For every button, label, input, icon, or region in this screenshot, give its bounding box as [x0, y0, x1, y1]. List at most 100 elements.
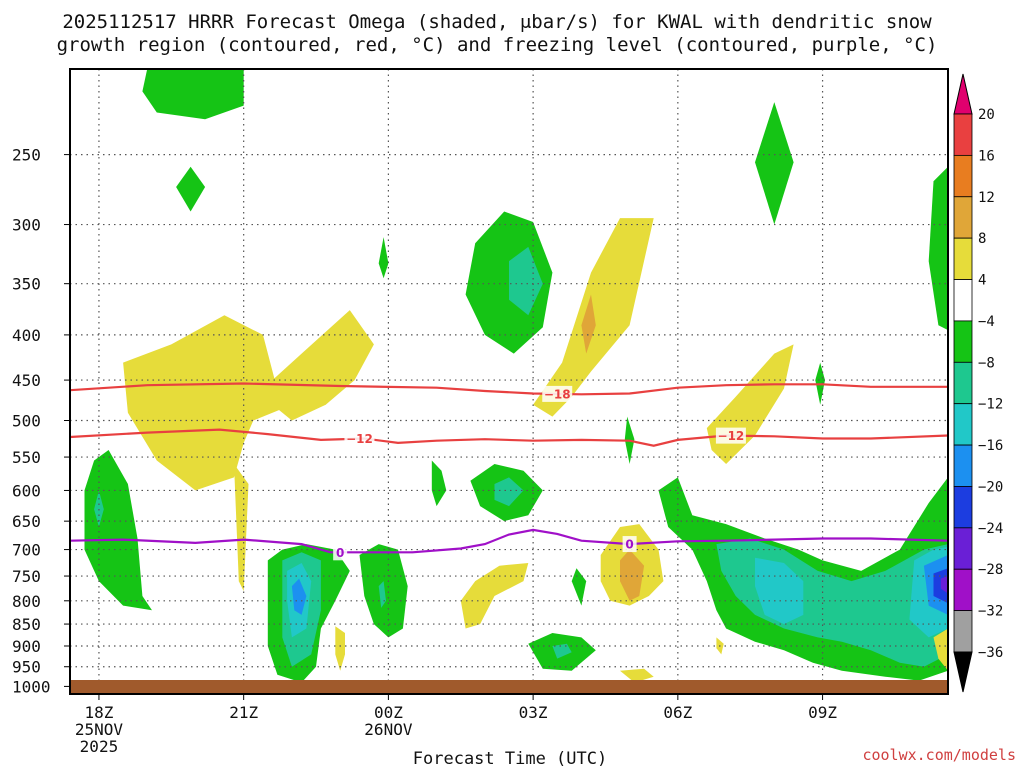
- colorbar-bin-16-to-20: [953, 113, 973, 156]
- y-tick-label-750: 750: [12, 567, 41, 586]
- contour-zero-contour: [70, 528, 948, 554]
- x-tick-date-26NOV: 26NOV: [364, 720, 413, 739]
- omega-region-teal-left-bottom: [94, 490, 104, 527]
- colorbar-bin--28-to--24: [953, 527, 973, 570]
- omega-region-yellow-small-950: [620, 668, 654, 683]
- colorbar-bin-8-to-12: [953, 196, 973, 239]
- colorbar-bin--20-to--16: [953, 444, 973, 487]
- colorbar-label-7: −12: [978, 397, 1003, 413]
- colorbar-label-6: −8: [978, 355, 995, 371]
- chart-title-line-1: 2025112517 HRRR Forecast Omega (shaded, …: [62, 11, 932, 33]
- y-tick-label-500: 500: [12, 412, 41, 431]
- y-tick-label-800: 800: [12, 592, 41, 611]
- y-tick-label-1000: 1000: [12, 677, 51, 696]
- colorbar-bin--12-to--8: [953, 361, 973, 405]
- plot-area: −18 −12 −12 0 0: [69, 68, 949, 695]
- colorbar-bin--32-to--28: [953, 568, 973, 612]
- colorbar-label-13: −36: [978, 645, 1003, 661]
- x-tick-date-25NOV: 25NOV: [75, 720, 124, 739]
- x-tick-label-18Z: 18Z: [84, 703, 113, 722]
- y-tick-label-950: 950: [12, 658, 41, 677]
- colorbar-label-0: 20: [978, 107, 995, 123]
- terrain-bar: [70, 680, 948, 694]
- y-tick-label-450: 450: [12, 371, 41, 390]
- colorbar-bin-12-to-16: [953, 154, 973, 198]
- colorbar-label-5: −4: [978, 314, 995, 330]
- y-tick-label-350: 350: [12, 275, 41, 294]
- omega-region-cyan-right-big: [755, 557, 804, 625]
- contour-label-bg-zero-contour-1: [622, 536, 637, 553]
- omega-region-yellow-left-tail: [234, 464, 249, 592]
- colorbar-label-12: −32: [978, 604, 1003, 620]
- colorbar-bin--16-to--12: [953, 403, 973, 446]
- omega-region-orange-03z: [581, 294, 596, 354]
- y-tick-label-400: 400: [12, 326, 41, 345]
- contour-label-minus-12-contour-1: −12: [718, 429, 745, 443]
- contour-layer: −18 −12 −12 0 0: [70, 382, 948, 561]
- colorbar-label-9: −20: [978, 479, 1003, 495]
- colorbar-bin--8-to--4: [953, 320, 973, 363]
- colorbar-label-11: −28: [978, 562, 1003, 578]
- x-tick-label-03Z: 03Z: [519, 703, 548, 722]
- omega-region-teal-blob-03z: [509, 246, 543, 316]
- omega-region-green-small-00z: [431, 460, 447, 507]
- colorbar: 20 16 12 8 4 −4 −8 −12 −16 −20 −24 −28 −32 −36: [953, 73, 1003, 693]
- x-tick-label-06Z: 06Z: [663, 703, 692, 722]
- omega-region-orange-06z-low: [620, 549, 645, 601]
- colorbar-label-10: −24: [978, 521, 1003, 537]
- omega-region-green-left-bottom: [84, 450, 152, 611]
- colorbar-bin--4-to-4: [953, 279, 973, 322]
- x-tick-label-09Z: 09Z: [808, 703, 837, 722]
- y-tick-label-900: 900: [12, 637, 41, 656]
- omega-region-green-right-edge-top: [928, 166, 948, 331]
- contour-label-minus-12-contour-0: −12: [346, 432, 373, 446]
- omega-region-yellow-03z-low: [460, 563, 529, 629]
- omega-region-blue-21z: [291, 578, 307, 615]
- colorbar-label-4: 4: [978, 273, 986, 289]
- colorbar-bottom-arrow: [953, 651, 973, 693]
- credit-text[interactable]: coolwx.com/models: [862, 746, 1016, 764]
- y-tick-label-850: 850: [12, 615, 41, 634]
- colorbar-bin--36-to--32: [953, 610, 973, 653]
- colorbar-label-8: −16: [978, 438, 1003, 454]
- contour-label-bg-minus-12-contour-0: [344, 430, 375, 447]
- y-tick-label-600: 600: [12, 481, 41, 500]
- y-tick-label-650: 650: [12, 512, 41, 531]
- x-tick-label-21Z: 21Z: [229, 703, 258, 722]
- omega-region-darkblue-right-edge: [933, 568, 948, 604]
- colorbar-label-1: 16: [978, 148, 995, 164]
- contour-minus-12-contour: [70, 428, 948, 447]
- omega-region-yellow-left-big: [123, 315, 283, 491]
- contour-label-bg-minus-18-contour-0: [542, 385, 573, 402]
- colorbar-top-arrow: [953, 73, 973, 115]
- contour-label-bg-zero-contour-0: [333, 544, 348, 561]
- y-tick-label-700: 700: [12, 541, 41, 560]
- contour-minus-18-contour: [70, 382, 948, 396]
- chart-title-line-2: growth region (contoured, red, °C) and f…: [57, 34, 938, 56]
- y-tick-label-550: 550: [12, 448, 41, 467]
- contour-label-zero-contour-1: 0: [625, 538, 633, 552]
- colorbar-label-2: 12: [978, 190, 995, 206]
- omega-region-green-small-300: [378, 237, 389, 279]
- contour-label-minus-18-contour-0: −18: [544, 387, 571, 401]
- x-axis-label: Forecast Time (UTC): [413, 749, 607, 768]
- omega-region-teal-blob-900: [552, 643, 572, 659]
- contour-label-bg-minus-12-contour-1: [715, 427, 746, 444]
- y-axis: 250 300 350 400 450 500 550 600 650 700 750 800 850 9…: [12, 146, 70, 696]
- y-tick-label-300: 300: [12, 216, 41, 235]
- omega-region-purple-right-edge: [940, 576, 948, 594]
- omega-region-yellow-mid: [267, 310, 374, 421]
- omega-region-green-small-750: [571, 568, 587, 606]
- omega-region-green-diamond-1: [176, 166, 206, 212]
- colorbar-bin--24-to--20: [953, 486, 973, 529]
- x-tick-label-00Z: 00Z: [374, 703, 403, 722]
- omega-region-yellow-right-corner: [933, 628, 948, 671]
- omega-region-yellow-small-bottom: [335, 626, 345, 671]
- colorbar-label-3: 8: [978, 231, 986, 247]
- x-tick-year-2025: 2025: [80, 737, 119, 756]
- colorbar-bin-4-to-8: [953, 237, 973, 280]
- omega-shading-layer: [84, 69, 948, 683]
- plot-frame: [69, 68, 949, 695]
